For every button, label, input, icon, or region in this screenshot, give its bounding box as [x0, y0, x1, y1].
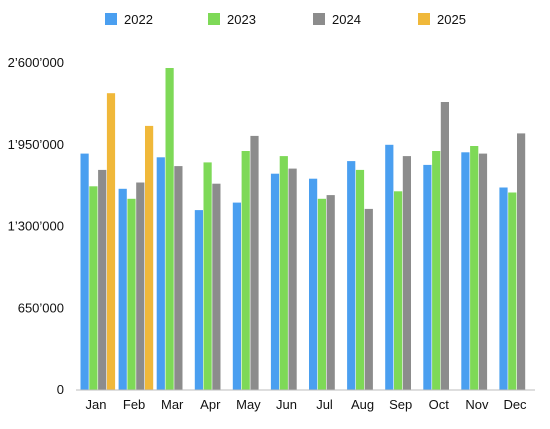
bars: [80, 68, 526, 391]
x-tick-label-nov: Nov: [465, 397, 489, 412]
bar-2022-sep: [385, 144, 394, 391]
legend-label-2022: 2022: [124, 12, 153, 27]
bar-2022-oct: [423, 164, 432, 390]
bar-2022-jan: [80, 153, 89, 390]
bar-2023-mar: [165, 68, 174, 390]
x-tick-label-dec: Dec: [503, 397, 527, 412]
y-tick-label: 2’600’000: [8, 55, 64, 70]
legend-label-2024: 2024: [332, 12, 361, 27]
bar-2022-apr: [194, 210, 203, 390]
y-tick-label: 650’000: [18, 300, 64, 315]
bar-2023-nov: [470, 146, 479, 390]
bar-2024-jul: [326, 195, 335, 390]
bar-2023-aug: [355, 169, 365, 390]
bar-2024-aug: [364, 208, 373, 390]
bar-2023-sep: [394, 191, 403, 390]
x-tick-label-may: May: [236, 397, 261, 412]
x-tick-label-jan: Jan: [86, 397, 107, 412]
x-tick-label-sep: Sep: [389, 397, 412, 412]
bar-2022-jul: [309, 178, 318, 390]
bar-2024-jan: [98, 169, 107, 390]
legend-swatch-2025: [418, 13, 430, 25]
bar-2023-jul: [317, 198, 326, 390]
bar-2022-jun: [270, 173, 280, 390]
x-tick-label-apr: Apr: [200, 397, 221, 412]
bar-2022-mar: [156, 157, 165, 390]
y-tick-label: 1’950’000: [8, 137, 64, 152]
y-axis: 0 650’000 1’300’000 1’950’000 2’600’000: [8, 55, 64, 397]
bar-2024-jun: [288, 168, 297, 390]
bar-2024-apr: [212, 183, 221, 390]
bar-2023-jun: [279, 156, 288, 390]
bar-2024-mar: [174, 166, 183, 390]
bar-2023-may: [241, 151, 250, 390]
bar-2025-feb: [145, 125, 154, 391]
bar-2023-feb: [127, 198, 136, 390]
bar-2024-oct: [440, 102, 449, 390]
x-tick-label-feb: Feb: [123, 397, 145, 412]
y-tick-label: 1’300’000: [8, 219, 64, 234]
legend: 2022 2023 2024 2025: [105, 12, 466, 27]
bar-2025-jan: [106, 93, 116, 390]
legend-label-2025: 2025: [437, 12, 466, 27]
legend-swatch-2023: [208, 13, 220, 25]
bar-2023-jan: [89, 186, 98, 390]
bar-2023-oct: [432, 151, 441, 390]
legend-swatch-2022: [105, 13, 117, 25]
bar-2022-feb: [118, 188, 127, 390]
bar-2024-dec: [517, 133, 526, 390]
x-tick-label-aug: Aug: [351, 397, 374, 412]
bar-2022-nov: [461, 152, 470, 390]
legend-label-2023: 2023: [227, 12, 256, 27]
x-tick-label-oct: Oct: [429, 397, 450, 412]
x-tick-label-jul: Jul: [316, 397, 333, 412]
bar-2023-apr: [203, 162, 212, 390]
bar-2024-may: [250, 135, 259, 390]
bar-2022-dec: [499, 187, 508, 390]
x-axis: Jan Feb Mar Apr May Jun Jul Aug Sep Oct Nov Dec: [76, 389, 535, 412]
bar-2024-sep: [402, 156, 411, 390]
bar-2022-may: [232, 202, 241, 390]
legend-swatch-2024: [313, 13, 325, 25]
x-tick-label-mar: Mar: [161, 397, 184, 412]
bar-2022-aug: [347, 161, 356, 390]
bar-2024-feb: [136, 182, 145, 390]
bar-2024-nov: [478, 153, 488, 390]
y-tick-label: 0: [57, 382, 64, 397]
bar-2023-dec: [508, 192, 517, 390]
x-tick-label-jun: Jun: [276, 397, 297, 412]
